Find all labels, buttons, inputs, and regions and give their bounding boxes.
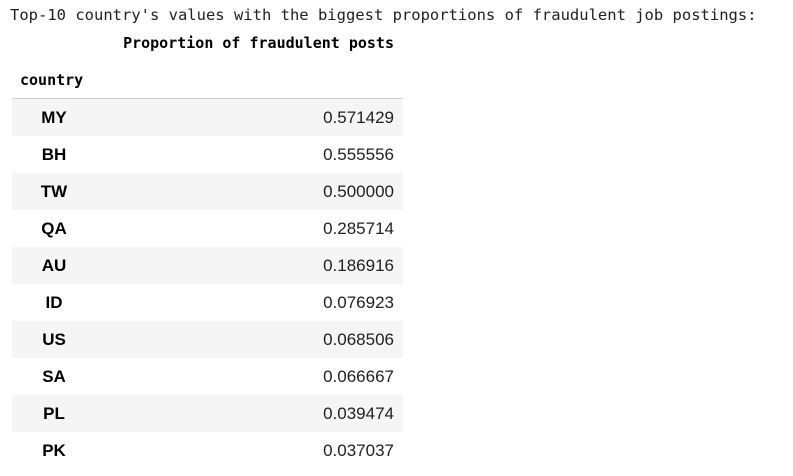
- row-value: 0.555556: [323, 145, 394, 164]
- row-index: AU: [41, 256, 67, 275]
- row-value: 0.066667: [323, 367, 394, 386]
- row-index: ID: [45, 293, 63, 312]
- row-value: 0.571429: [323, 108, 394, 127]
- row-value: 0.285714: [323, 219, 394, 238]
- column-header-row: Proportion of fraudulent posts: [12, 30, 403, 58]
- table-row: TW 0.500000: [12, 173, 403, 210]
- index-name: country: [20, 71, 84, 89]
- table-row: QA 0.285714: [12, 210, 403, 247]
- row-value: 0.186916: [323, 256, 394, 275]
- row-value: 0.039474: [323, 404, 394, 423]
- table-body: MY 0.571429 BH 0.555556 TW 0.500000 QA 0…: [12, 99, 403, 469]
- row-index: US: [42, 330, 66, 349]
- table-row: BH 0.555556: [12, 136, 403, 173]
- table-row: PK 0.037037: [12, 432, 403, 469]
- table-row: ID 0.076923: [12, 284, 403, 321]
- table-row: SA 0.066667: [12, 358, 403, 395]
- row-index: BH: [41, 145, 67, 164]
- row-index: MY: [41, 108, 67, 127]
- row-value: 0.037037: [323, 441, 394, 460]
- table-row: US 0.068506: [12, 321, 403, 358]
- row-value: 0.076923: [323, 293, 394, 312]
- row-value: 0.500000: [323, 182, 394, 201]
- table-row: MY 0.571429: [12, 99, 403, 136]
- row-index: PL: [43, 404, 65, 423]
- row-index: QA: [41, 219, 67, 238]
- row-index: TW: [40, 182, 68, 201]
- row-index: PK: [42, 441, 66, 460]
- row-value: 0.068506: [323, 330, 394, 349]
- column-header: Proportion of fraudulent posts: [123, 34, 394, 52]
- table-row: AU 0.186916: [12, 247, 403, 284]
- index-header-row: country: [12, 60, 403, 99]
- output-text: Top-10 country's values with the biggest…: [10, 6, 757, 24]
- row-index: SA: [42, 367, 66, 386]
- table-row: PL 0.039474: [12, 395, 403, 432]
